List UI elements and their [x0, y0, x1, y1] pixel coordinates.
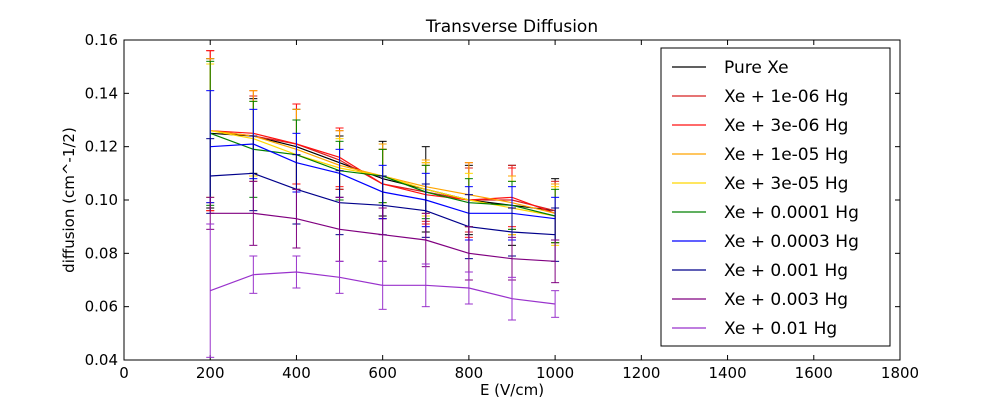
legend-label: Xe + 3e-06 Hg: [724, 116, 848, 136]
legend-box: [660, 47, 891, 347]
series-layer: [206, 50, 560, 358]
x-tick-label: 0: [119, 364, 129, 382]
x-tick-label: 1800: [881, 364, 919, 382]
y-tick-label: 0.06: [85, 298, 118, 316]
y-tick-label: 0.14: [85, 84, 118, 102]
y-tick-label: 0.12: [85, 138, 118, 156]
x-tick-label: 1000: [536, 364, 574, 382]
y-tick-label: 0.16: [85, 31, 118, 49]
chart-title: Transverse Diffusion: [425, 17, 598, 37]
x-tick-label: 400: [282, 364, 311, 382]
series-8: [206, 180, 560, 284]
series-line: [210, 172, 556, 236]
legend-label: Xe + 3e-05 Hg: [724, 174, 848, 194]
x-tick-label: 1600: [795, 364, 833, 382]
legend-label: Xe + 0.0003 Hg: [724, 232, 859, 252]
legend-label: Xe + 0.001 Hg: [724, 261, 848, 281]
y-tick-label: 0.04: [85, 351, 118, 369]
x-tick-label: 600: [368, 364, 397, 382]
legend-label: Xe + 1e-05 Hg: [724, 145, 848, 165]
y-tick-label: 0.08: [85, 244, 118, 262]
legend-label: Xe + 1e-06 Hg: [724, 87, 848, 107]
series-line: [210, 212, 556, 262]
legend-label: Xe + 0.01 Hg: [724, 319, 837, 339]
x-tick-label: 1200: [622, 364, 660, 382]
x-tick-label: 200: [196, 364, 225, 382]
y-axis: 0.04 0.06 0.08 0.10 0.12 0.14 0.16: [85, 31, 900, 369]
x-axis: 0 200 400 600 800 1000 1200 1400 1600 1800: [119, 40, 919, 382]
legend-label: Pure Xe: [724, 58, 789, 78]
series-line: [210, 271, 556, 305]
x-axis-label: E (V/cm): [480, 381, 544, 399]
x-tick-label: 1400: [708, 364, 746, 382]
series-9: [206, 223, 560, 358]
x-tick-label: 800: [455, 364, 484, 382]
legend-label: Xe + 0.0001 Hg: [724, 203, 859, 223]
y-axis-label: diffusion (cm^-1/2): [60, 127, 78, 273]
legend-label: Xe + 0.003 Hg: [724, 290, 848, 310]
y-tick-label: 0.10: [85, 191, 118, 209]
legend: Pure Xe Xe + 1e-06 Hg Xe + 3e-06 Hg Xe + 1e…: [660, 47, 891, 347]
